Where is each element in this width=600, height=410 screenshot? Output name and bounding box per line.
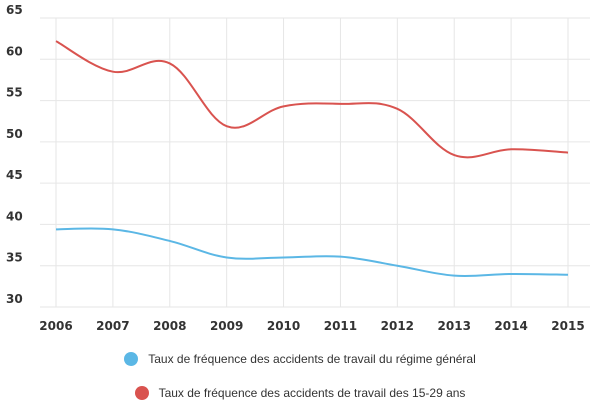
y-tick-label: 45 <box>6 168 23 182</box>
x-tick-label: 2011 <box>324 319 357 333</box>
x-tick-label: 2014 <box>494 319 527 333</box>
x-tick-label: 2013 <box>438 319 471 333</box>
x-tick-label: 2006 <box>39 319 72 333</box>
legend-swatch-regime-general <box>124 352 139 366</box>
y-tick-label: 55 <box>6 86 23 100</box>
legend-item-15-29[interactable]: Taux de fréquence des accidents de trava… <box>0 386 600 400</box>
x-tick-label: 2007 <box>96 319 129 333</box>
x-tick-label: 2010 <box>267 319 300 333</box>
x-tick-label: 2008 <box>153 319 186 333</box>
x-tick-label: 2009 <box>210 319 243 333</box>
y-tick-label: 60 <box>6 44 23 58</box>
legend-swatch-15-29 <box>134 386 149 400</box>
y-tick-label: 30 <box>6 292 23 306</box>
series-line-regime-general[interactable] <box>55 227 569 278</box>
y-tick-label: 50 <box>6 127 23 141</box>
y-tick-label: 40 <box>6 209 23 223</box>
x-tick-label: 2015 <box>551 319 584 333</box>
legend-label-regime-general: Taux de fréquence des accidents de trava… <box>148 352 476 366</box>
y-tick-label: 35 <box>6 251 23 265</box>
legend-item-regime-general[interactable]: Taux de fréquence des accidents de trava… <box>0 352 600 366</box>
series-line-15-29[interactable] <box>55 40 569 159</box>
legend-label-15-29: Taux de fréquence des accidents de trava… <box>158 386 466 400</box>
x-tick-label: 2012 <box>381 319 414 333</box>
y-tick-label: 65 <box>6 3 23 17</box>
